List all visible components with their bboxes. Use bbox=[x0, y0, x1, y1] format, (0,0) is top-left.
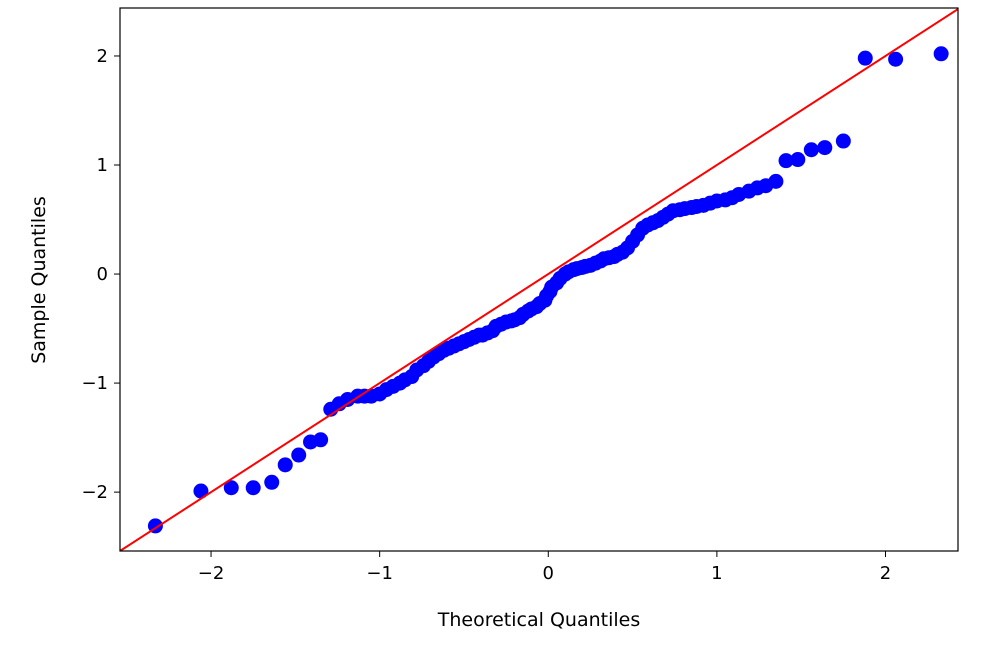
reference-line bbox=[120, 8, 958, 551]
data-point bbox=[778, 153, 794, 169]
x-axis: −2 −1 0 1 2 bbox=[198, 551, 891, 584]
data-points bbox=[147, 46, 949, 534]
axes-frame bbox=[119, 7, 959, 552]
x-tick-label: 2 bbox=[880, 563, 891, 584]
data-point bbox=[857, 50, 873, 66]
x-tick-label: −2 bbox=[198, 563, 225, 584]
data-point bbox=[193, 483, 209, 499]
y-axis-label: Sample Quantiles bbox=[28, 196, 50, 364]
x-tick-label: −1 bbox=[366, 563, 393, 584]
y-tick-label: 2 bbox=[97, 46, 108, 67]
data-point bbox=[888, 51, 904, 67]
data-point bbox=[223, 480, 239, 496]
x-axis-label: Theoretical Quantiles bbox=[437, 609, 640, 631]
x-tick-label: 1 bbox=[711, 563, 722, 584]
y-tick-label: 0 bbox=[97, 264, 108, 285]
data-point bbox=[264, 474, 280, 490]
y-tick-label: 1 bbox=[97, 155, 108, 176]
y-tick-label: −1 bbox=[81, 373, 108, 394]
data-point bbox=[313, 432, 329, 448]
y-axis: −2 −1 0 1 2 bbox=[81, 46, 120, 503]
y-tick-label: −2 bbox=[81, 482, 108, 503]
data-point bbox=[768, 173, 784, 189]
x-tick-label: 0 bbox=[543, 563, 554, 584]
data-point bbox=[835, 133, 851, 149]
data-point bbox=[291, 447, 307, 463]
data-point bbox=[817, 140, 833, 156]
data-point bbox=[790, 152, 806, 168]
data-point bbox=[245, 480, 261, 496]
data-point bbox=[933, 46, 949, 62]
data-point bbox=[803, 142, 819, 158]
data-point bbox=[277, 457, 293, 473]
